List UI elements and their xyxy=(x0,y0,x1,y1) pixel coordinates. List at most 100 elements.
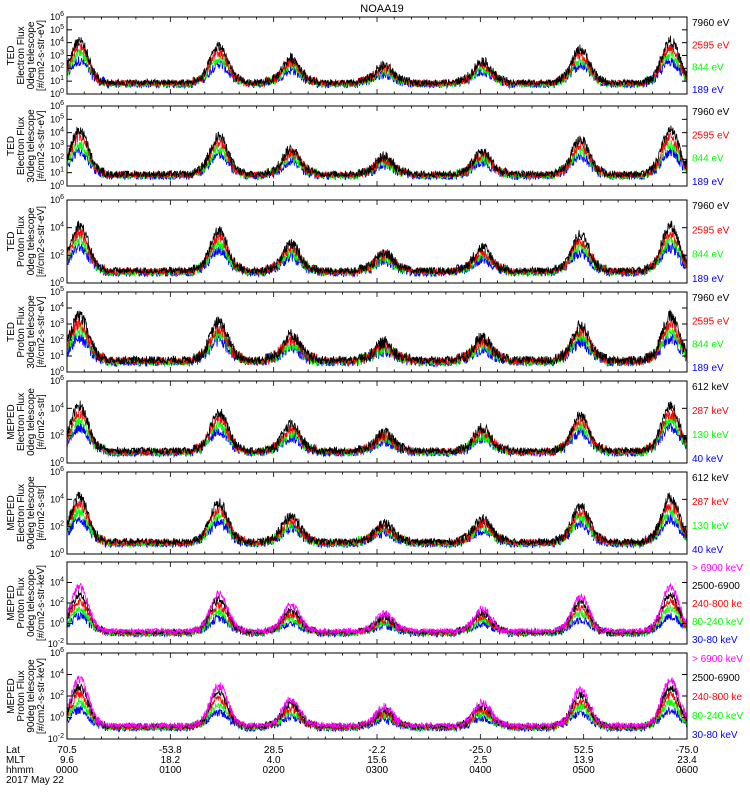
panel-5-ylabel-line-3: 0deg telescope xyxy=(26,388,37,456)
x-tick-mlt-4: 2.5 xyxy=(473,755,487,766)
y-tick-label: 103 xyxy=(50,50,64,61)
x-tick-time-1: 0100 xyxy=(159,765,182,776)
x-tick-time-4: 0400 xyxy=(469,765,492,776)
panel-6-ylabel-line-1: MEPED xyxy=(6,495,17,531)
y-tick-label: 100 xyxy=(50,548,64,559)
y-tick-label: 100 xyxy=(50,277,64,288)
y-tick-label: 104 xyxy=(50,127,64,138)
panel-4-ylabel-line-2: Proton Flux xyxy=(16,306,27,357)
y-tick-label: 105 xyxy=(50,286,64,297)
panel-2-legend-2: 2595 eV xyxy=(692,130,730,141)
panel-3-legend-3: 844 eV xyxy=(692,250,724,261)
panel-8-series--6900-kev xyxy=(66,675,688,730)
y-tick-label: 106 xyxy=(50,375,64,386)
panel-2-legend-4: 189 eV xyxy=(692,177,724,188)
x-tick-time-5: 0500 xyxy=(573,765,596,776)
y-tick-label: 103 xyxy=(50,140,64,151)
y-tick-label: 106 xyxy=(50,466,64,477)
x-tick-mlt-0: 9.6 xyxy=(60,755,74,766)
panel-6-legend-1: 612 keV xyxy=(692,473,729,484)
panel-7-legend-4: 80-240 keV xyxy=(692,617,743,628)
panel-5-ylabel-line-1: MEPED xyxy=(6,404,17,440)
y-tick-label: 106 xyxy=(50,647,64,658)
y-tick-label: 105 xyxy=(50,24,64,35)
panel-1-ylabel-line-3: 0deg telescope xyxy=(26,21,37,89)
panel-8-legend-5: 30-80 keV xyxy=(692,730,738,741)
panel-2-ylabel-line-1: TED xyxy=(6,136,17,156)
panel-1-legend-1: 7960 eV xyxy=(692,18,730,29)
panel-1-ylabel-line-2: Electron Flux xyxy=(16,26,27,84)
panel-3-legend-4: 189 eV xyxy=(692,274,724,285)
panel-1-series-2595-ev xyxy=(66,43,688,88)
panel-7-ylabel-line-1: MEPED xyxy=(6,585,17,621)
panel-7: 10-2 100 102 104 MEPED Proton Flux 0deg telesc… xyxy=(6,561,743,649)
panel-6-legend-2: 287 keV xyxy=(692,497,729,508)
chart-title: NOAA19 xyxy=(360,3,403,15)
panel-8-series-2500-6900 xyxy=(66,683,688,731)
panel-3-ylabel-line-4: [#/cm2-s-str-eV] xyxy=(36,206,47,277)
panel-5: 100 102 104 106 MEPED Electron Flux 0deg teles… xyxy=(6,375,729,468)
x-tick-lat-3: -2.2 xyxy=(368,745,386,756)
y-tick-label: 102 xyxy=(50,521,64,532)
panel-3-ylabel-line-3: 0deg telescope xyxy=(26,207,37,275)
x-row-label-hhmm: hhmm xyxy=(6,765,34,776)
y-tick-label: 10-2 xyxy=(48,638,64,649)
panel-4-legend-1: 7960 eV xyxy=(692,293,730,304)
y-tick-label: 100 xyxy=(50,618,64,629)
panel-4-ylabel-line-4: [#/cm2-s-str-eV] xyxy=(36,296,47,367)
y-tick-label: 100 xyxy=(50,88,64,99)
y-tick-label: 104 xyxy=(50,222,64,233)
panel-2-legend-3: 844 eV xyxy=(692,154,724,165)
panel-7-ylabel-line-2: Proton Flux xyxy=(16,577,27,628)
y-tick-label: 10-2 xyxy=(48,733,64,744)
panel-7-legend-1: > 6900 keV xyxy=(692,563,743,574)
panel-3: 100 102 104 106 TED Proton Flux 0deg telescope… xyxy=(6,194,730,288)
y-tick-label: 102 xyxy=(50,597,64,608)
y-tick-label: 102 xyxy=(50,430,64,441)
panel-8-legend-3: 240-800 ke xyxy=(692,692,742,703)
x-tick-time-6: 0600 xyxy=(676,765,699,776)
panel-2-ylabel-line-2: Electron Flux xyxy=(16,117,27,175)
y-tick-label: 106 xyxy=(50,11,64,22)
panel-6-legend-3: 130 keV xyxy=(692,521,729,532)
x-tick-lat-0: 70.5 xyxy=(57,745,77,756)
x-tick-mlt-5: 13.9 xyxy=(574,755,594,766)
y-tick-label: 104 xyxy=(50,402,64,413)
panel-2-legend-1: 7960 eV xyxy=(692,107,730,118)
panel-3-legend-1: 7960 eV xyxy=(692,201,730,212)
y-tick-label: 101 xyxy=(50,75,64,86)
panel-6-legend-4: 40 keV xyxy=(692,545,723,556)
x-row-label-mlt: MLT xyxy=(6,755,25,766)
panel-4-legend-4: 189 eV xyxy=(692,363,724,374)
x-row-label-lat: Lat xyxy=(6,745,20,756)
panel-6: 100 102 104 106 MEPED Electron Flux 90deg tele… xyxy=(6,466,729,559)
x-tick-lat-5: 52.5 xyxy=(574,745,594,756)
panel-1-legend-4: 189 eV xyxy=(692,85,724,96)
y-tick-label: 101 xyxy=(50,350,64,361)
panel-6-ylabel-line-4: [#/cm2-s-str] xyxy=(36,485,47,541)
panel-5-ylabel-line-4: [#/cm2-s-str] xyxy=(36,394,47,450)
panel-3-ylabel-line-1: TED xyxy=(6,232,17,252)
x-tick-lat-1: -53.8 xyxy=(159,745,182,756)
panel-3-legend-2: 2595 eV xyxy=(692,225,730,236)
panel-6-ylabel-line-3: 90deg telescope xyxy=(26,476,37,550)
x-tick-lat-6: -75.0 xyxy=(676,745,699,756)
panel-4-legend-3: 844 eV xyxy=(692,340,724,351)
panel-7-ylabel-line-4: [#/cm2-s-str-keV] xyxy=(36,565,47,641)
panel-3-ylabel-line-2: Proton Flux xyxy=(16,216,27,267)
panel-2-series-2595-ev xyxy=(66,130,688,180)
x-tick-time-0: 0000 xyxy=(56,765,79,776)
panel-3-series-7960-ev xyxy=(66,220,688,276)
x-tick-mlt-6: 23.4 xyxy=(677,755,697,766)
x-tick-time-3: 0300 xyxy=(366,765,389,776)
panel-4-series-7960-ev xyxy=(66,309,688,366)
panel-7-legend-2: 2500-6900 xyxy=(692,581,740,592)
y-tick-label: 104 xyxy=(50,37,64,48)
y-tick-label: 104 xyxy=(50,577,64,588)
y-tick-label: 103 xyxy=(50,318,64,329)
panel-5-ylabel-line-2: Electron Flux xyxy=(16,393,27,451)
y-tick-label: 104 xyxy=(50,493,64,504)
panel-2-ylabel-line-3: 30deg telescope xyxy=(26,109,37,183)
